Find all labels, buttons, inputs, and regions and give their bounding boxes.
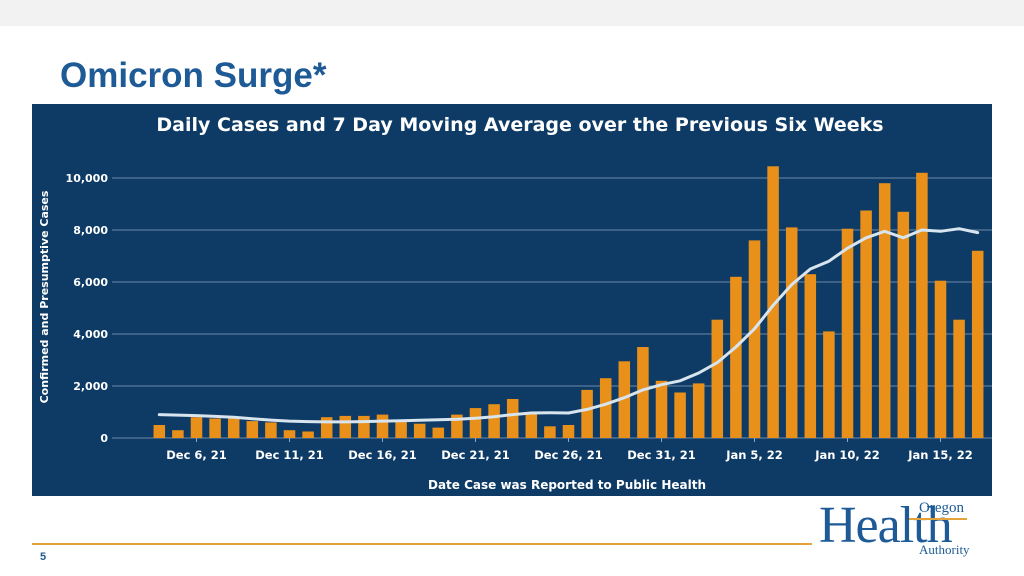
bar [711,319,724,438]
bar [227,418,240,438]
bar [376,414,389,438]
x-tick-label: Jan 10, 22 [814,448,880,462]
bar [934,280,947,438]
bar [804,274,817,438]
bar [525,413,538,438]
bar [878,183,891,438]
bar [637,347,649,438]
logo-authority-text: Authority [919,542,970,557]
bar [841,228,854,438]
x-tick-label: Jan 5, 22 [725,448,783,462]
logo-accent-bar [909,518,967,520]
bar [209,418,221,438]
bar [562,425,575,438]
y-tick-label: 8,000 [73,224,108,237]
y-tick-label: 4,000 [73,328,108,341]
oregon-health-authority-logo: Health Oregon Authority [815,496,995,560]
bar [897,211,910,438]
top-band [0,0,1024,26]
logo-oregon-text: Oregon [919,500,964,516]
bar [860,210,872,438]
bar [395,421,407,438]
bar [190,417,203,438]
x-tick-label: Dec 26, 21 [534,448,603,462]
y-tick-label: 2,000 [73,380,108,393]
chart-svg: Daily Cases and 7 Day Moving Average ove… [38,114,992,492]
bar [246,421,259,438]
bar [767,166,779,439]
chart-title: Daily Cases and 7 Day Moving Average ove… [156,114,883,136]
bar [618,361,631,438]
x-axis-label: Date Case was Reported to Public Health [428,478,706,492]
bar [265,422,277,438]
x-tick-label: Dec 16, 21 [348,448,417,462]
moving-average-line [157,227,980,424]
bar [916,172,928,439]
x-tick-label: Dec 21, 21 [441,448,510,462]
bar [506,399,519,438]
x-tick-label: Dec 11, 21 [255,448,324,462]
bar [358,415,370,438]
bar [413,423,426,438]
bar [692,383,705,438]
bar [730,276,742,438]
bar [544,426,556,438]
bar [320,417,333,438]
bar [283,430,296,438]
bar [674,392,686,438]
bar [172,430,184,438]
bar [655,380,668,438]
bar [581,389,593,438]
bar [488,404,500,438]
bar [451,414,463,438]
chart-panel: Daily Cases and 7 Day Moving Average ove… [32,104,992,496]
x-tick-label: Dec 6, 21 [166,448,227,462]
bar [953,319,965,438]
bar [599,378,612,438]
y-axis-label: Confirmed and Presumptive Cases [38,190,51,403]
logo-health-text: Health [819,497,953,554]
page-number: 5 [40,551,47,563]
y-tick-label: 10,000 [66,172,109,185]
x-tick-label: Jan 15, 22 [907,448,973,462]
bar [823,331,835,438]
bar [971,250,984,438]
bar [339,415,352,438]
bar [153,425,166,438]
bar [302,431,314,438]
bar [432,427,445,438]
bar [469,408,482,438]
slide-title: Omicron Surge* [60,56,327,95]
y-tick-label: 6,000 [73,276,108,289]
footer-divider [32,543,812,545]
bar [785,227,798,438]
y-tick-label: 0 [100,432,108,445]
x-tick-label: Dec 31, 21 [627,448,696,462]
bar [748,240,761,438]
